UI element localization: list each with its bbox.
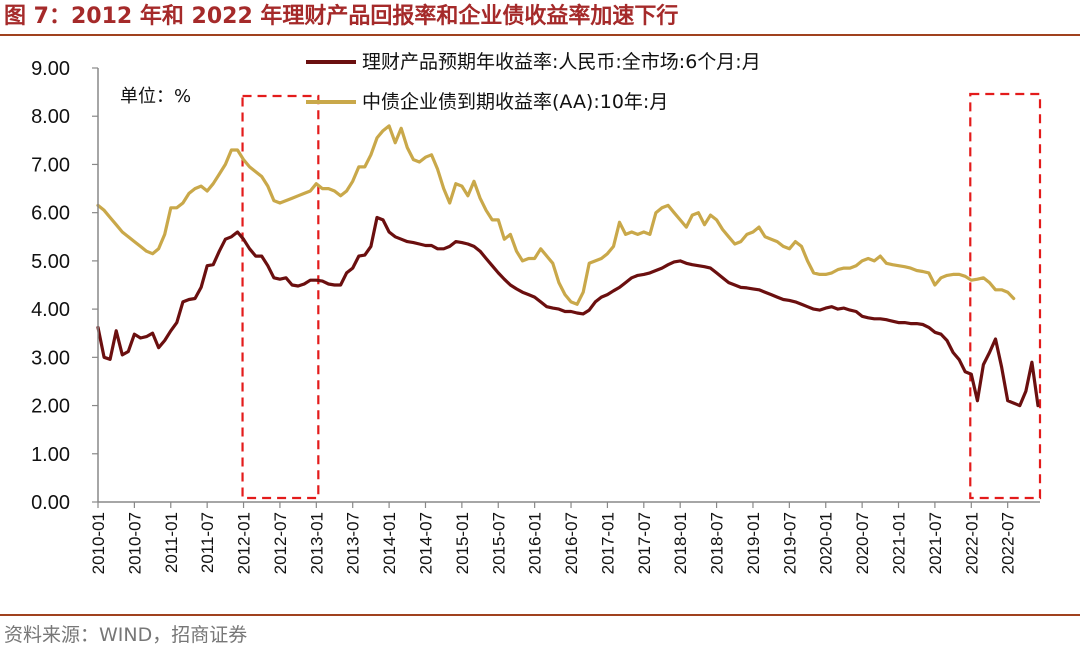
- x-tick-label: 2020-01: [817, 512, 836, 574]
- x-tick-label: 2022-07: [999, 512, 1018, 574]
- x-tick-label: 2020-07: [853, 512, 872, 574]
- highlight-box: [969, 92, 1042, 500]
- y-tick-label: 5.00: [31, 251, 70, 273]
- x-tick-label: 2013-01: [307, 512, 326, 574]
- x-tick-label: 2021-07: [926, 512, 945, 574]
- series-line-wealth-yield: [96, 215, 1040, 408]
- y-tick-label: 8.00: [31, 106, 70, 128]
- highlight-boxes: [241, 92, 1042, 500]
- x-tick-label: 2010-01: [89, 512, 108, 574]
- x-tick-label: 2021-01: [890, 512, 909, 574]
- y-tick-label: 6.00: [31, 203, 70, 225]
- y-tick-label: 7.00: [31, 154, 70, 176]
- x-axis-ticks: 2010-01 2010-07 2011-01 2011-07 2012-01 2012-…: [89, 502, 1018, 574]
- x-tick-label: 2016-07: [562, 512, 581, 574]
- x-tick-label: 2017-01: [598, 512, 617, 574]
- axes: [97, 68, 1040, 503]
- x-tick-label: 2017-07: [635, 512, 654, 574]
- x-tick-label: 2019-07: [780, 512, 799, 574]
- x-tick-label: 2013-07: [344, 512, 363, 574]
- x-tick-label: 2015-07: [489, 512, 508, 574]
- x-tick-label: 2018-01: [671, 512, 690, 574]
- legend-label-wealth-yield: 理财产品预期年收益率:人民币:全市场:6个月:月: [362, 51, 761, 73]
- x-tick-label: 2015-01: [453, 512, 472, 574]
- series-layer: [96, 124, 1040, 408]
- x-tick-label: 2011-01: [162, 512, 181, 573]
- line-chart: 0.00 1.00 2.00 3.00 4.00 5.00 6.00 7.00 8.00 9.00…: [31, 51, 1042, 574]
- x-tick-label: 2016-01: [526, 512, 545, 574]
- x-tick-label: 2012-07: [271, 512, 290, 574]
- x-tick-label: 2012-01: [235, 512, 254, 574]
- legend-label-corporate-bond-yield: 中债企业债到期收益率(AA):10年:月: [362, 91, 668, 113]
- source-rule: [0, 614, 1080, 616]
- title-rule: [0, 34, 1080, 36]
- y-tick-label: 2.00: [31, 396, 70, 418]
- x-tick-label: 2011-07: [198, 512, 217, 573]
- legend: 理财产品预期年收益率:人民币:全市场:6个月:月 中债企业债到期收益率(AA):…: [306, 51, 761, 113]
- y-tick-label: 3.00: [31, 347, 70, 369]
- highlight-box: [241, 94, 320, 500]
- y-tick-label: 9.00: [31, 58, 70, 80]
- x-tick-label: 2019-01: [744, 512, 763, 574]
- y-tick-label: 0.00: [31, 492, 70, 514]
- y-tick-label: 1.00: [31, 444, 70, 466]
- y-tick-label: 4.00: [31, 299, 70, 321]
- y-axis-ticks: 0.00 1.00 2.00 3.00 4.00 5.00 6.00 7.00 8.00 9.00: [31, 58, 98, 514]
- x-tick-label: 2014-01: [380, 512, 399, 574]
- x-tick-label: 2022-01: [962, 512, 981, 574]
- unit-label: 单位：%: [120, 86, 191, 107]
- source-note: 资料来源：WIND，招商证券: [4, 624, 248, 646]
- x-tick-label: 2014-07: [416, 512, 435, 574]
- figure-title: 图 7：2012 年和 2022 年理财产品回报率和企业债收益率加速下行: [4, 4, 679, 29]
- x-tick-label: 2018-07: [708, 512, 727, 574]
- x-tick-label: 2010-07: [125, 512, 144, 574]
- series-line-corporate-bond-yield: [96, 124, 1016, 306]
